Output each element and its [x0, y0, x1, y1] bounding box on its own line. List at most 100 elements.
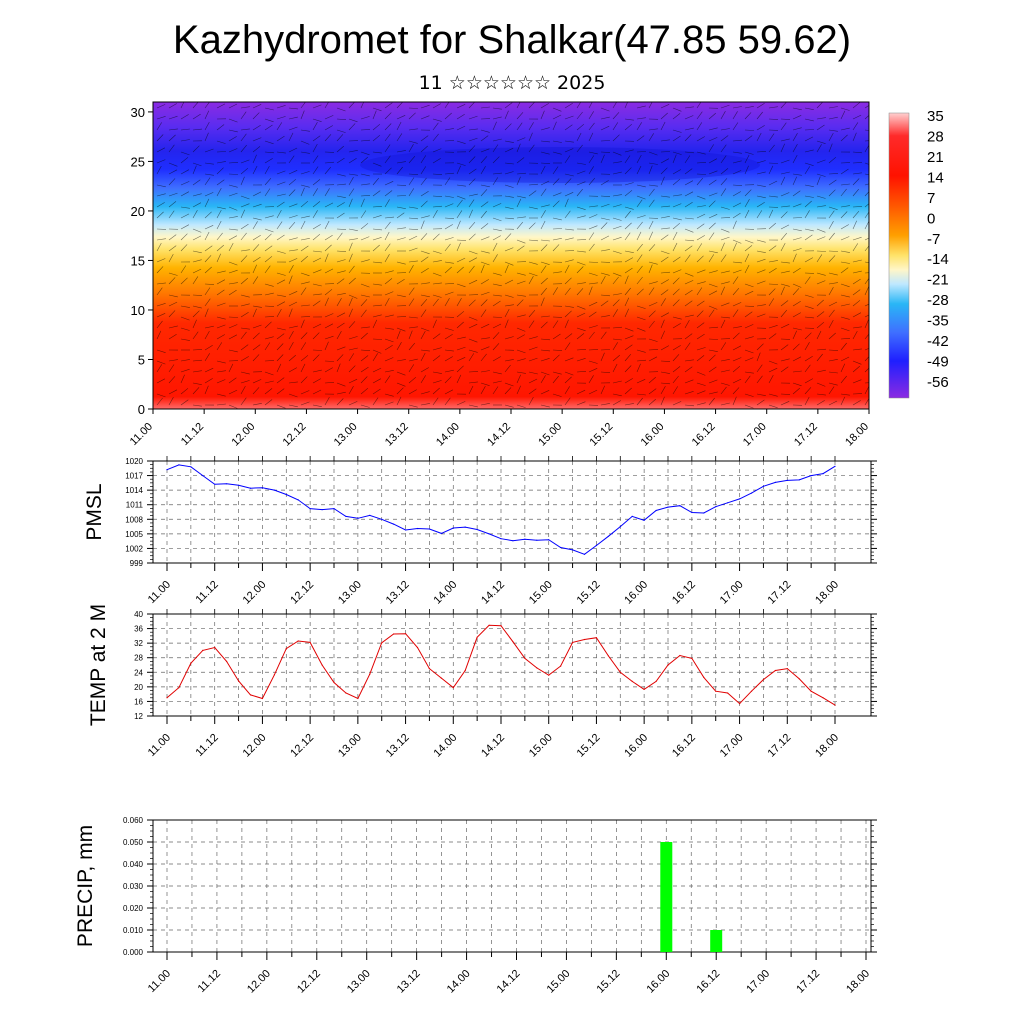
wind-barb: [744, 375, 751, 384]
wind-barb: [552, 107, 562, 112]
wind-barb: [180, 139, 190, 142]
wind-barb: [600, 275, 606, 285]
wind-barb: [732, 170, 742, 175]
wind-barb: [828, 156, 837, 164]
wind-barb: [312, 378, 322, 384]
wind-barb: [504, 233, 512, 241]
wind-barb: [492, 323, 502, 329]
wind-barb: [564, 371, 574, 376]
wind-barb: [228, 129, 238, 133]
wind-barb: [732, 139, 743, 142]
wind-barb: [840, 316, 850, 320]
wind-barb: [288, 155, 295, 164]
wind-barb: [180, 368, 190, 373]
wind-barb: [168, 310, 176, 318]
wind-barb: [384, 167, 392, 175]
wind-barb: [360, 326, 370, 329]
wind-barb: [828, 382, 838, 386]
wind-barb: [528, 320, 535, 329]
wind-barb: [840, 356, 850, 362]
wind-barb: [240, 249, 250, 252]
wind-barb: [384, 278, 393, 285]
wind-barb: [708, 270, 718, 274]
wind-barb: [372, 162, 382, 167]
wind-barb: [564, 319, 569, 329]
wind-barb: [840, 363, 846, 373]
wind-barb: [612, 151, 622, 156]
wind-barb: [324, 253, 329, 263]
pmsl-point: [524, 538, 526, 540]
wind-barb: [840, 205, 850, 208]
temperature-point: [405, 633, 407, 635]
wind-barb: [456, 242, 461, 252]
wind-barb: [324, 367, 333, 373]
wind-barb: [264, 283, 274, 287]
wind-barb: [840, 107, 850, 111]
wind-barb: [168, 253, 174, 263]
wind-barb: [696, 151, 706, 155]
wind-barb: [708, 391, 718, 395]
wind-barb: [588, 232, 595, 241]
wind-barb: [456, 266, 464, 274]
wind-barb: [432, 233, 440, 241]
wind-barb: [420, 220, 425, 230]
wind-barb: [828, 400, 838, 406]
pmsl-point: [333, 508, 335, 510]
wind-barb: [636, 288, 644, 296]
wind-barb: [288, 342, 294, 351]
wind-barb: [360, 404, 370, 408]
wind-barb: [396, 166, 403, 175]
wind-barb: [432, 298, 439, 307]
wind-barb: [420, 135, 429, 142]
wind-barb: [264, 118, 274, 123]
wind-barb: [636, 393, 646, 396]
temperature-point: [786, 668, 788, 670]
wind-barb: [384, 314, 394, 318]
wind-barb: [588, 122, 595, 131]
wind-barb: [516, 299, 524, 307]
temperature-point: [536, 667, 538, 669]
wind-barb: [216, 316, 226, 320]
wind-barb: [612, 217, 622, 221]
temperature-point: [750, 690, 753, 692]
wind-barb: [756, 269, 766, 274]
wind-barb: [684, 228, 694, 233]
wind-barb: [744, 404, 754, 409]
y-tick-label: 1014: [125, 486, 143, 495]
y-tick-label: 0.010: [123, 926, 144, 935]
wind-barb: [228, 363, 234, 373]
wind-barb: [156, 330, 162, 340]
wind-barb: [600, 272, 610, 276]
wind-barb: [612, 134, 620, 142]
wind-barb: [468, 168, 477, 175]
wind-barb: [360, 376, 368, 384]
wind-barb: [264, 256, 273, 263]
wind-barb: [564, 178, 572, 186]
wind-barb: [456, 220, 461, 230]
wind-barb: [432, 205, 443, 208]
temperature-point: [309, 641, 311, 644]
wind-barb: [588, 243, 595, 252]
wind-barb: [336, 382, 346, 387]
x-tick-label: 15.00: [527, 732, 555, 760]
wind-barb: [168, 234, 177, 241]
wind-barb: [420, 327, 430, 332]
wind-barb: [300, 390, 310, 395]
temperature-point: [393, 633, 395, 635]
wind-barb: [240, 331, 247, 340]
wind-barb: [684, 342, 691, 351]
wind-barb: [588, 151, 598, 155]
wind-barb: [240, 223, 249, 230]
wind-barb: [180, 374, 185, 384]
wind-barb: [636, 359, 647, 362]
wind-barb: [432, 173, 443, 175]
wind-barb: [264, 140, 274, 145]
wind-barb: [180, 169, 190, 175]
pmsl-point: [727, 502, 729, 504]
wind-barb: [240, 303, 250, 307]
wind-barb: [204, 367, 214, 373]
wind-barb: [420, 352, 426, 362]
wind-barb: [708, 326, 719, 329]
x-tick-label: 17.12: [794, 968, 822, 996]
wind-barb: [300, 319, 305, 329]
